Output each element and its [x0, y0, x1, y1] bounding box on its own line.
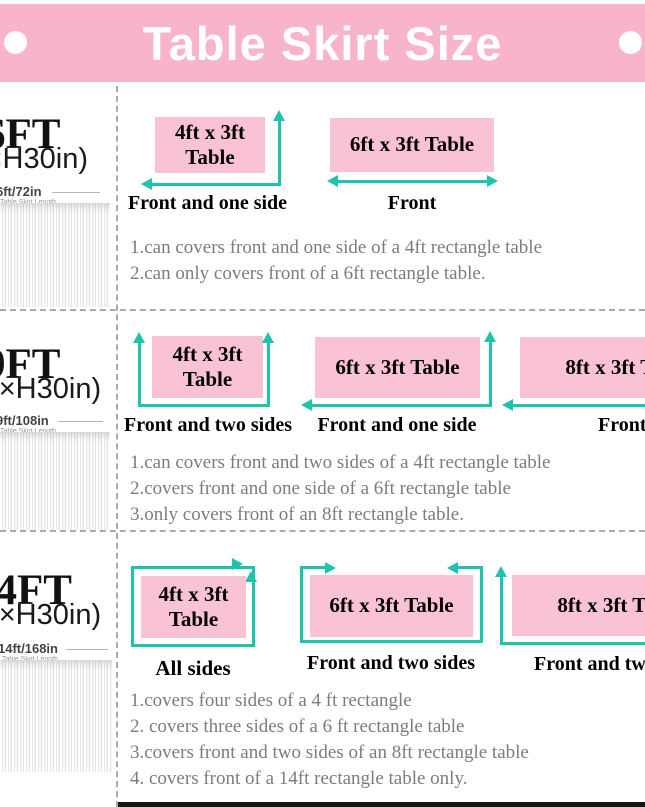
- arrow-line: [278, 120, 281, 184]
- table-box-14ft-4ft: 4ft x 3ft Table: [141, 576, 246, 638]
- table-box-6ft-6ft: 6ft x 3ft Table: [330, 118, 494, 172]
- table-box-9ft-6ft: 6ft x 3ft Table: [315, 337, 480, 398]
- leader-line: [58, 421, 103, 422]
- table-skirt-photo-6ft: [0, 203, 110, 307]
- note-line: 2. covers three sides of a 6 ft rectangl…: [130, 716, 465, 737]
- notes-14ft: 1.covers four sides of a 4 ft rectangle …: [130, 688, 529, 792]
- arrow-up-icon: [273, 110, 285, 121]
- table-box-label: 6ft x 3ft Table: [349, 132, 475, 157]
- table-box-6ft-4ft: 4ft x 3ft Table: [155, 117, 265, 173]
- section-14ft-dimensions: (L168in×H30in): [0, 599, 102, 631]
- table-box-label: 4ft x 3ft Table: [175, 119, 245, 169]
- arrow-line: [512, 404, 645, 407]
- notes-9ft: 1.can covers front and two sides of a 4f…: [130, 450, 550, 528]
- arrow-up-icon: [133, 332, 145, 343]
- note-line: 2.covers front and one side of a 6ft rec…: [130, 478, 511, 499]
- skirt-length-label-14ft: 14ft/168in: [0, 641, 58, 656]
- skirt-length-sublabel-9ft: Table Skirt Length: [0, 428, 56, 435]
- note-line: 1.covers four sides of a 4 ft rectangle: [130, 690, 412, 711]
- skirt-length-label-9ft: 9ft/108in: [0, 413, 49, 428]
- leader-line: [52, 192, 100, 193]
- leader-line: [66, 649, 108, 650]
- notes-6ft: 1.can covers front and one side of a 4ft…: [130, 235, 542, 287]
- section-9ft-dimensions: (L108in×H30in): [0, 373, 102, 405]
- arrow-line: [311, 404, 492, 407]
- arrow-line: [151, 183, 281, 186]
- arrow-line: [337, 180, 488, 183]
- table-skirt-photo-9ft: [0, 432, 110, 530]
- section-6ft-title: 6FT: [0, 111, 61, 158]
- coverage-label: Front and one side: [127, 192, 288, 214]
- arrow-line: [138, 342, 141, 407]
- arrow-line: [480, 566, 483, 643]
- coverage-label: All sides: [155, 656, 231, 680]
- arrow-left-icon: [502, 399, 513, 411]
- coverage-label: Front: [598, 414, 645, 436]
- skirt-length-label-6ft: 6ft/72in: [0, 184, 42, 199]
- arrow-up-icon: [262, 332, 274, 343]
- coverage-label: Front: [387, 192, 437, 214]
- note-line: 1.can covers front and one side of a 4ft…: [130, 237, 543, 258]
- arrow-line: [500, 642, 645, 645]
- vertical-dashed-divider: [116, 86, 118, 807]
- arrow-left-icon: [141, 178, 152, 190]
- note-line: 2.can only covers front of a 6ft rectang…: [130, 263, 486, 284]
- arrow-up-icon: [245, 571, 257, 582]
- arrow-left-icon: [447, 562, 458, 574]
- ribbon-hole-left: [4, 31, 27, 54]
- arrow-right-icon: [232, 558, 243, 570]
- note-line: 1.can covers front and two sides of a 4f…: [130, 452, 551, 473]
- bottom-crop-bar: [118, 802, 645, 807]
- table-box-label: 6ft x 3ft Table: [335, 354, 460, 379]
- coverage-label: Front and one side: [317, 414, 477, 436]
- skirt-length-sublabel-6ft: Table Skirt Length: [0, 199, 56, 206]
- table-box-label: 4ft x 3ft Table: [172, 341, 243, 391]
- page-title: Table Skirt Size: [142, 16, 503, 70]
- arrow-line: [267, 342, 270, 407]
- table-box-14ft-6ft: 6ft x 3ft Table: [310, 575, 473, 637]
- table-skirt-photo-14ft: [0, 660, 112, 772]
- arrow-line: [500, 576, 503, 643]
- section-9ft-title: 9FT: [0, 341, 61, 388]
- note-line: 3.only covers front of an 8ft rectangle …: [130, 504, 464, 525]
- arrow-left-icon: [327, 175, 338, 187]
- table-box-14ft-8ft: 8ft x 3ft Table: [512, 575, 645, 636]
- arrow-line: [300, 640, 483, 643]
- arrow-up-icon: [484, 331, 496, 342]
- skirt-length-sublabel-14ft: Table Skirt Length: [2, 656, 58, 663]
- coverage-label: Front and two sides: [124, 414, 292, 436]
- section-6ft-dimensions: (L72in×H30in): [0, 143, 88, 175]
- table-box-label: 8ft x 3ft Table: [557, 592, 645, 617]
- section-14ft-title: 14FT: [0, 567, 72, 614]
- arrow-line: [303, 566, 327, 569]
- table-box-label: 8ft x 3ft Table: [565, 354, 645, 379]
- ribbon-hole-right: [619, 31, 642, 54]
- arrow-line: [300, 566, 303, 643]
- arrow-line: [138, 404, 270, 407]
- arrow-line: [456, 566, 480, 569]
- table-box-9ft-8ft: 8ft x 3ft Table: [520, 337, 645, 398]
- arrow-right-icon: [325, 562, 336, 574]
- section-divider-1: [0, 309, 645, 311]
- header-banner: Table Skirt Size: [0, 4, 645, 82]
- section-divider-2: [0, 530, 645, 532]
- table-box-9ft-4ft: 4ft x 3ft Table: [152, 336, 263, 398]
- arrow-right-icon: [487, 175, 498, 187]
- table-box-label: 4ft x 3ft Table: [158, 581, 229, 631]
- arrow-up-icon: [495, 566, 507, 577]
- arrow-line: [489, 341, 492, 407]
- note-line: 3.covers front and two sides of an 8ft r…: [130, 742, 529, 763]
- all-sides-loop-arrow: [131, 566, 255, 647]
- table-box-label: 6ft x 3ft Table: [329, 593, 454, 618]
- coverage-label: Front and two sides: [534, 653, 645, 675]
- coverage-label: Front and two sides: [307, 652, 475, 674]
- note-line: 4. covers front of a 14ft rectangle tabl…: [130, 768, 468, 789]
- arrow-left-icon: [301, 399, 312, 411]
